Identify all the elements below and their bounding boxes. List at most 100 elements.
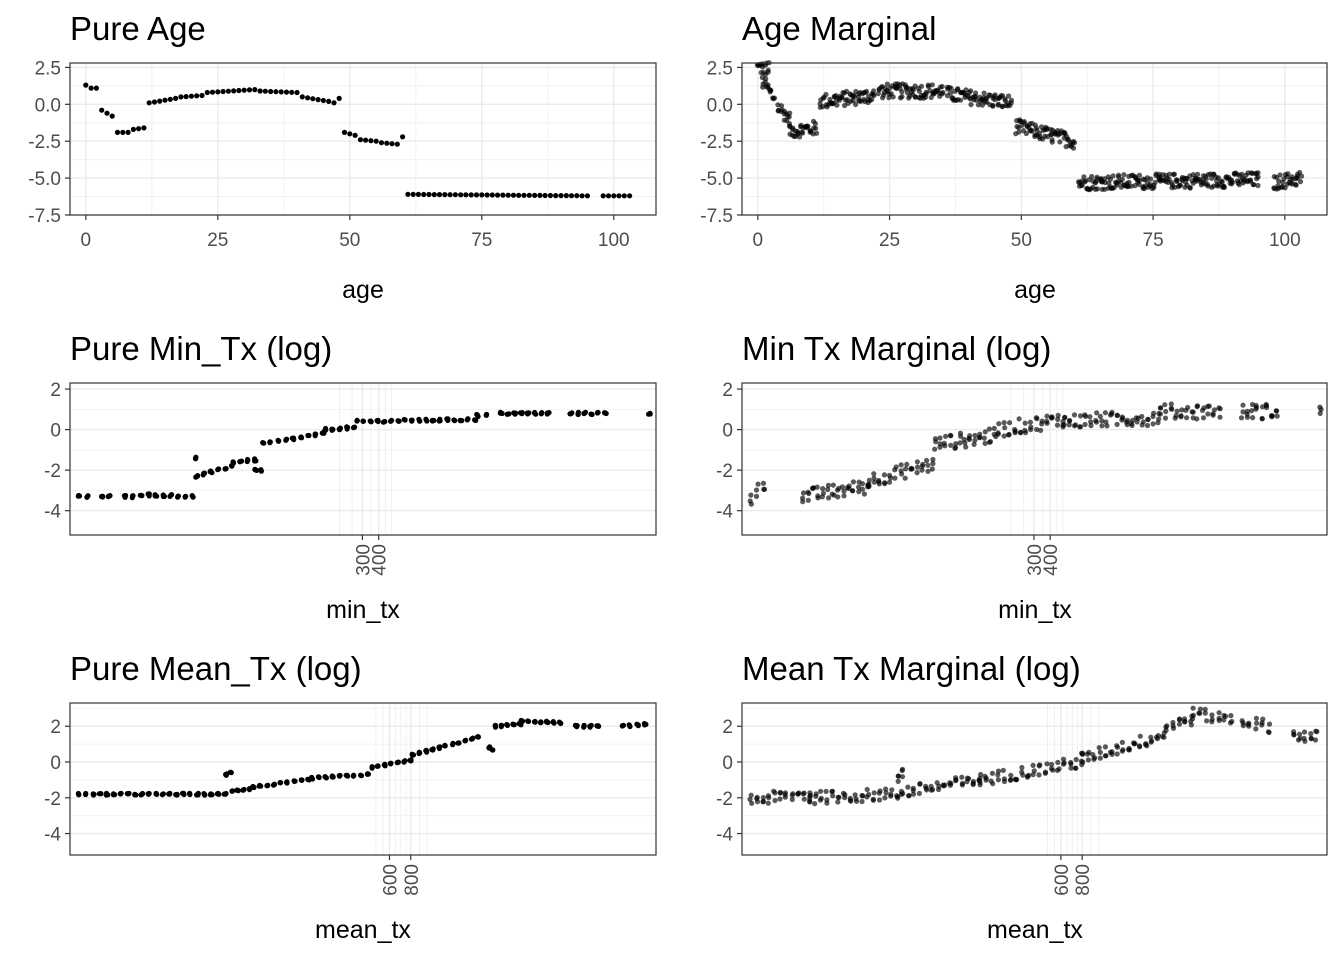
chart-title: Age Marginal: [742, 10, 936, 47]
x-tick-label: 300: [353, 544, 374, 576]
data-point: [600, 193, 606, 199]
data-point: [1181, 718, 1188, 725]
data-point: [973, 97, 979, 103]
y-tick-label: 0: [722, 753, 733, 774]
data-point: [1034, 426, 1040, 433]
data-point: [1149, 738, 1155, 744]
data-point: [929, 82, 935, 88]
data-point: [215, 89, 221, 95]
data-point: [1249, 408, 1255, 414]
data-point: [214, 791, 220, 797]
y-tick-label: -2.5: [28, 132, 61, 153]
data-point: [1086, 749, 1092, 755]
data-point: [519, 411, 525, 417]
data-point: [162, 97, 168, 103]
data-point: [786, 114, 792, 120]
data-point: [1055, 759, 1061, 766]
data-point: [765, 84, 771, 90]
data-point: [899, 94, 905, 100]
data-point: [141, 125, 147, 131]
data-point: [1036, 763, 1042, 769]
data-point: [587, 723, 593, 729]
data-point: [415, 191, 421, 197]
data-point: [1163, 727, 1169, 734]
data-point: [922, 94, 929, 100]
x-tick-label: 25: [207, 230, 228, 251]
data-point: [537, 192, 543, 198]
data-point: [1103, 753, 1109, 759]
data-point: [283, 437, 289, 443]
data-point: [537, 720, 544, 726]
data-point: [146, 100, 152, 106]
data-point: [1297, 735, 1303, 741]
data-point: [532, 192, 538, 198]
plot-panel-bg: [70, 703, 656, 855]
data-point: [605, 193, 612, 199]
data-point: [856, 489, 862, 495]
data-point: [410, 191, 416, 197]
data-point: [1006, 93, 1012, 99]
data-point: [925, 468, 931, 474]
data-point: [137, 492, 143, 498]
data-point: [1216, 710, 1222, 716]
data-point: [123, 492, 129, 499]
data-point: [424, 418, 430, 424]
data-point: [510, 721, 516, 727]
data-point: [431, 192, 437, 198]
data-point: [1189, 409, 1195, 415]
data-point: [468, 192, 474, 198]
data-point: [337, 425, 343, 431]
data-point: [800, 791, 806, 797]
data-point: [1115, 744, 1121, 750]
data-point: [770, 95, 776, 101]
data-point: [1055, 412, 1061, 418]
data-point: [981, 90, 987, 96]
data-point: [120, 129, 126, 135]
data-point: [916, 790, 923, 797]
data-point: [1218, 178, 1224, 184]
data-point: [1082, 421, 1088, 428]
data-point: [179, 790, 186, 796]
data-point: [183, 493, 189, 500]
data-point: [1070, 138, 1077, 145]
data-point: [1050, 767, 1056, 773]
data-point: [76, 493, 83, 499]
y-tick-label: -4: [44, 825, 61, 846]
data-point: [836, 794, 842, 800]
data-point: [886, 479, 893, 485]
data-point: [942, 443, 948, 449]
data-point: [109, 113, 115, 119]
data-point: [1164, 723, 1170, 729]
data-point: [895, 795, 901, 801]
data-point: [930, 456, 936, 463]
x-axis-label: age: [342, 276, 384, 304]
data-point: [1183, 407, 1189, 413]
data-point: [982, 440, 988, 446]
data-point: [589, 411, 595, 417]
y-tick-label: -5.0: [28, 169, 61, 190]
data-point: [405, 191, 411, 197]
data-point: [1308, 731, 1314, 737]
data-point: [943, 433, 949, 439]
data-point: [1202, 706, 1208, 712]
data-point: [341, 129, 348, 135]
chart-title: Pure Min_Tx (log): [70, 330, 332, 367]
data-point: [825, 486, 831, 493]
panel-mean-tx-marginal: 2 0 -2 -4 600 800 Mean Tx Marginal (log) mean_t…: [716, 650, 1328, 944]
data-point: [871, 790, 877, 796]
data-point: [795, 791, 801, 797]
data-point: [1239, 171, 1245, 177]
data-point: [1168, 405, 1174, 411]
data-point: [1139, 413, 1145, 420]
data-point: [1211, 407, 1218, 413]
data-point: [812, 801, 818, 807]
data-point: [967, 433, 973, 439]
data-point: [1062, 130, 1068, 136]
data-point: [1263, 401, 1269, 408]
data-point: [1081, 174, 1087, 180]
data-point: [1008, 100, 1014, 106]
data-point: [299, 435, 305, 441]
data-point: [1265, 729, 1271, 735]
x-tick-label: 300: [1025, 544, 1046, 576]
data-point: [791, 133, 797, 139]
